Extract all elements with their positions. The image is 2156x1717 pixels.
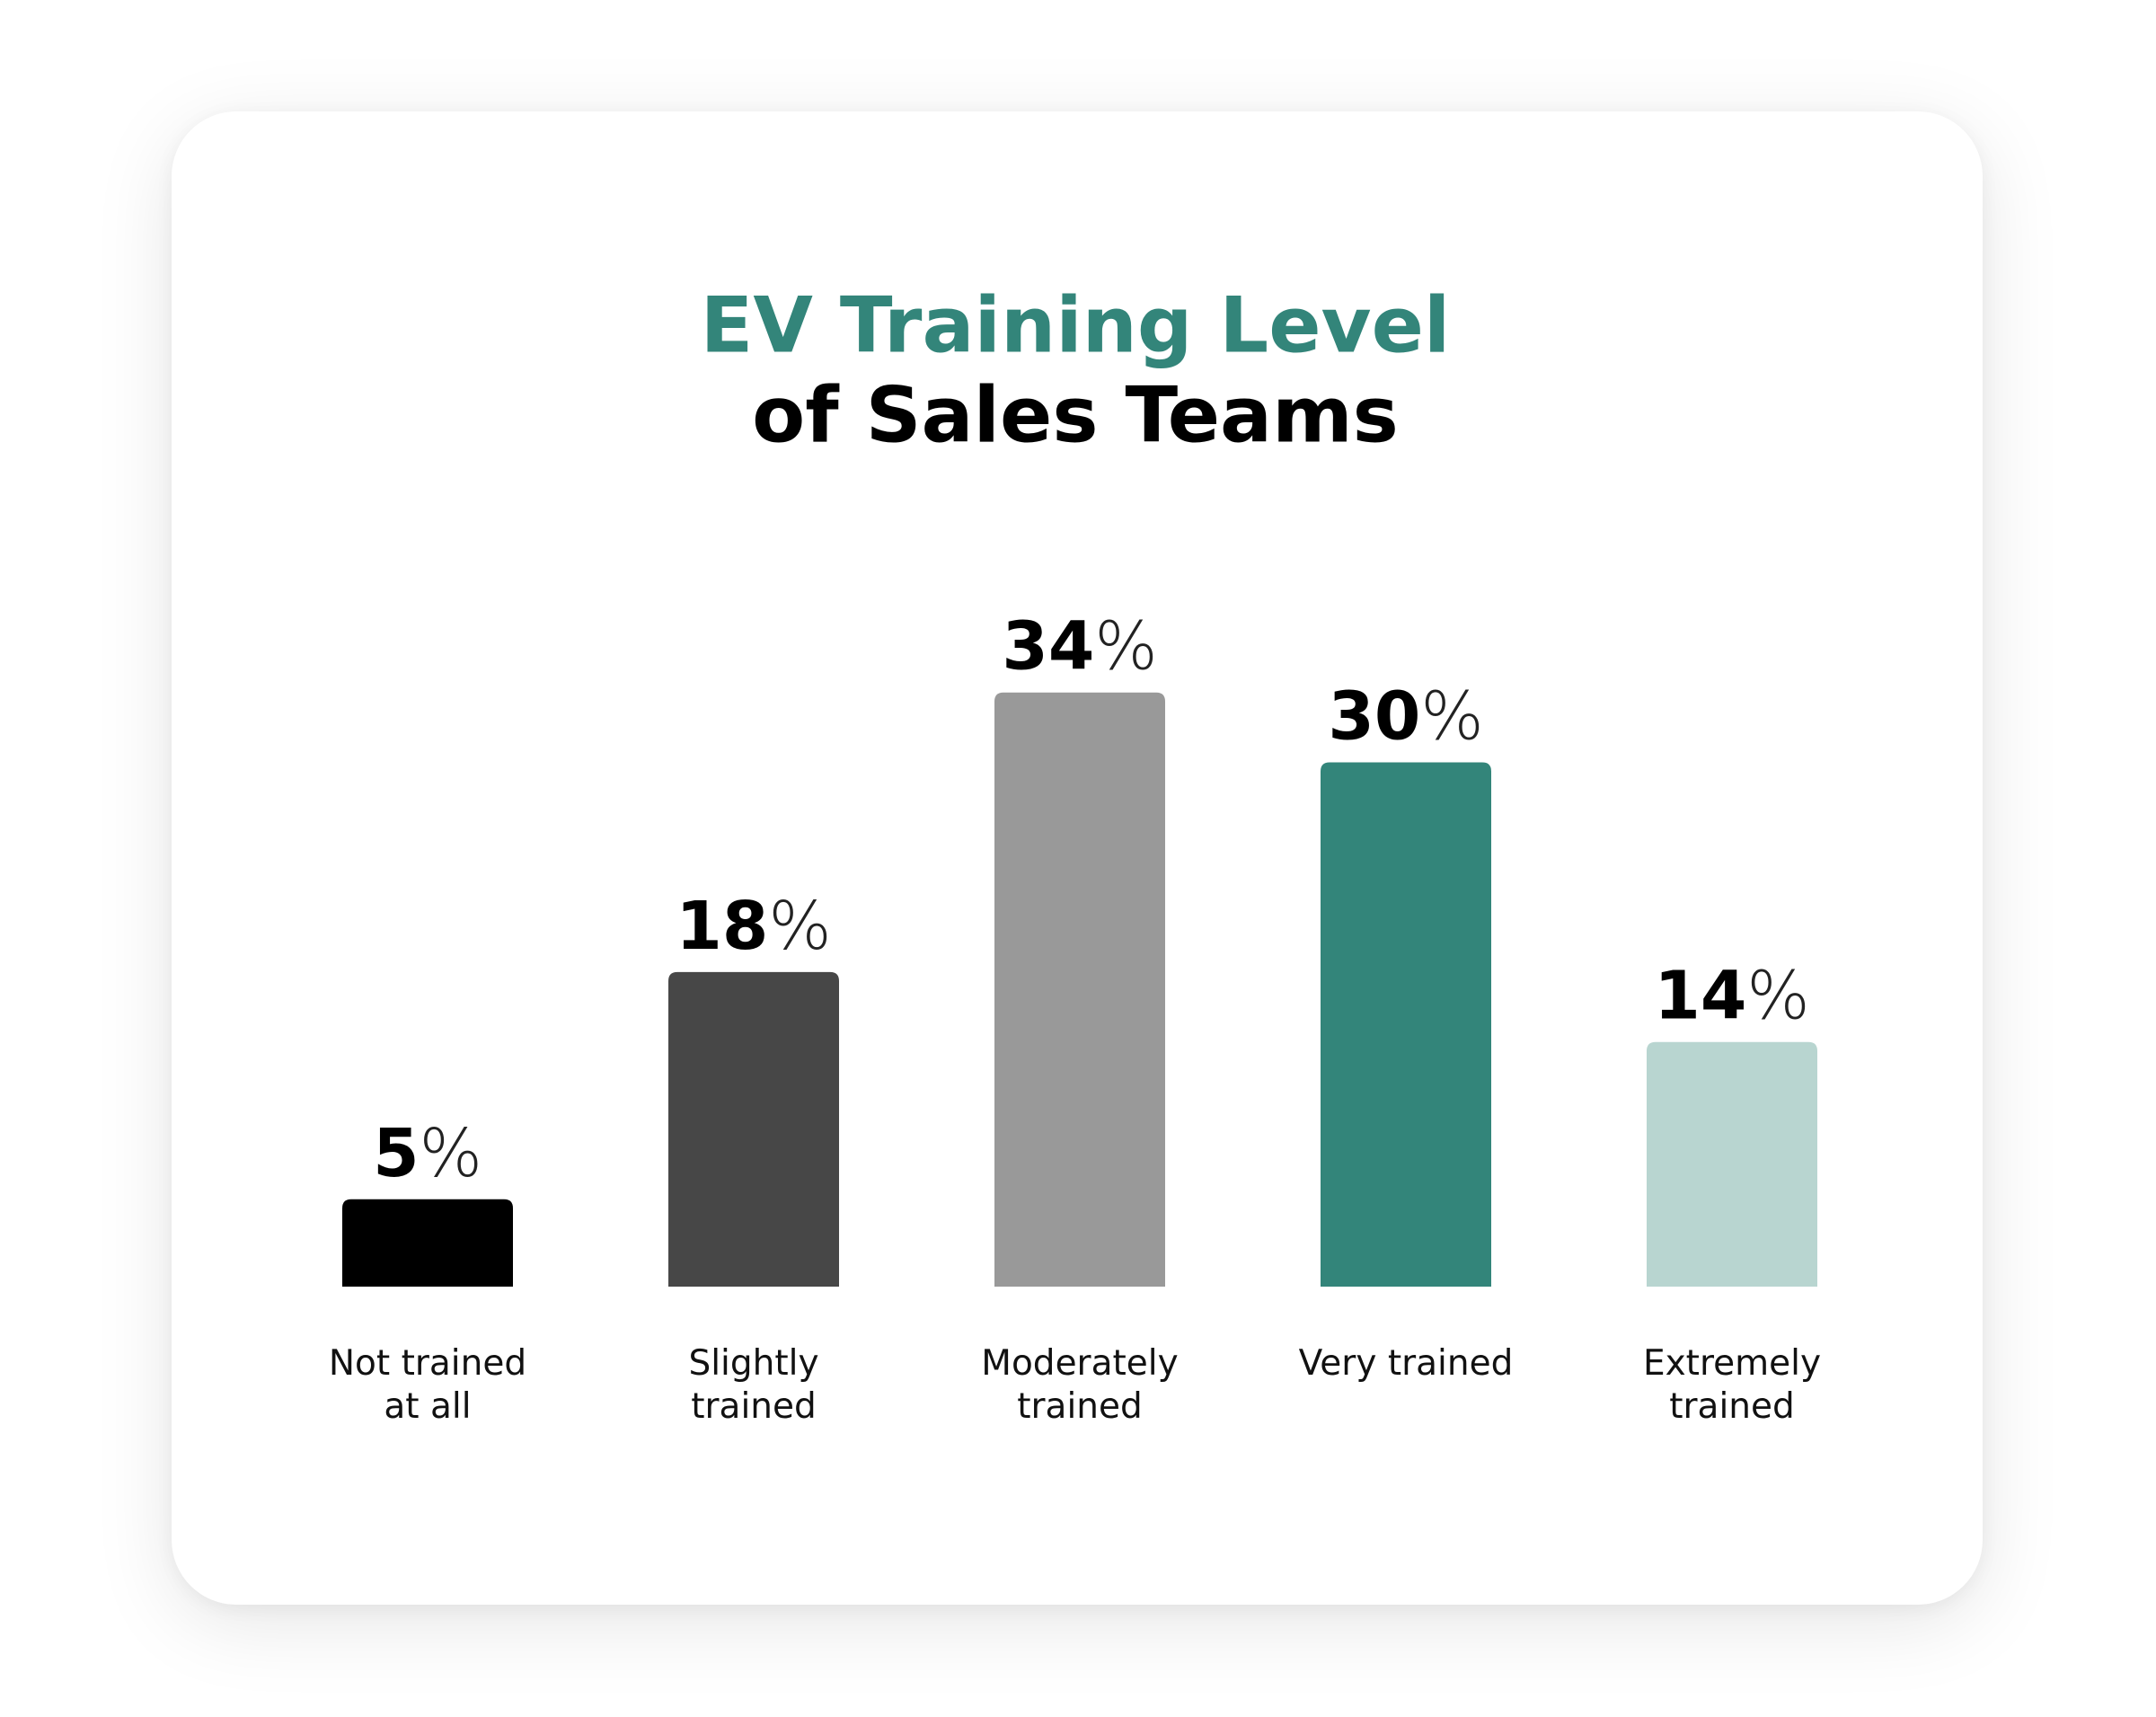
value-label: 14% bbox=[1654, 958, 1809, 1035]
value-label: 18% bbox=[676, 888, 831, 965]
chart-title: of Sales Teams bbox=[752, 370, 1399, 460]
value-label: 30% bbox=[1328, 678, 1483, 756]
x-tick-label: Slightly trained bbox=[688, 1343, 819, 1427]
x-tick-label: Extremely trained bbox=[1642, 1343, 1822, 1427]
x-tick-label: Very trained bbox=[1298, 1343, 1514, 1384]
bar bbox=[1321, 762, 1491, 1287]
bar bbox=[668, 971, 839, 1287]
value-label: 5% bbox=[373, 1115, 482, 1192]
bar bbox=[1647, 1041, 1817, 1287]
bar bbox=[342, 1199, 513, 1287]
chart-title: EV Training Level bbox=[701, 280, 1451, 370]
x-tick-label: Moderately trained bbox=[981, 1343, 1179, 1427]
bar bbox=[994, 692, 1165, 1287]
value-label: 34% bbox=[1002, 608, 1157, 686]
x-tick-label: Not trained at all bbox=[328, 1343, 527, 1427]
